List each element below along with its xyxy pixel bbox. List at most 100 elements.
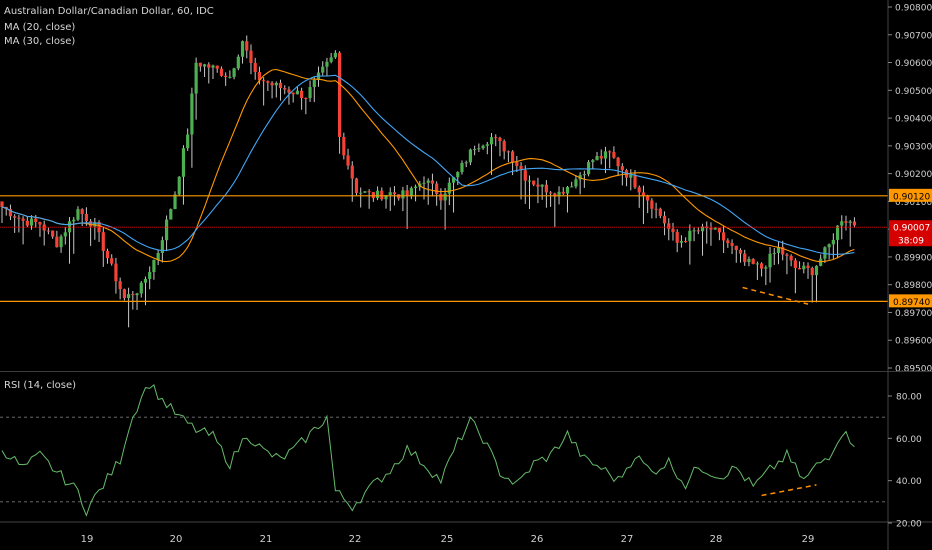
candle-body [435,183,439,194]
rsi-legend: RSI (14, close) [4,380,77,391]
time-tick-label: 29 [802,534,815,545]
candle-body [760,263,764,269]
candle-body [443,193,447,201]
price-levels [0,195,888,305]
price-moving-averages [1,68,855,263]
candle-body [21,218,25,221]
candle-body [599,156,603,159]
candle-body [338,52,342,137]
candle-body [747,259,751,263]
candle-body [118,281,122,290]
candle-body [325,61,329,67]
candle-body [215,65,219,69]
candle-body [413,186,418,189]
candle-body [722,232,726,241]
candle-body [713,228,717,230]
rsi-tick-label: 20.00 [896,520,922,530]
candle-body [848,221,852,223]
candle-body [342,136,346,156]
candle-body [797,268,802,270]
candle-body [726,240,730,244]
candle-body [789,255,793,261]
candle-body [329,57,333,62]
level-label-box [889,188,932,202]
candle-body [105,250,110,259]
candle-body [367,191,371,193]
candle-body [249,50,253,63]
candle-body [202,64,207,67]
candle-body [844,221,848,223]
candle-body [439,193,443,201]
candle-body [544,184,548,193]
candle-body [688,230,692,242]
candle-body [785,254,789,256]
candle-body [388,192,392,196]
candle-body [629,174,633,178]
time-tick-label: 25 [441,534,454,545]
candle-body [186,134,190,149]
candle-body [616,157,620,167]
price-tick-label: 0.90700 [895,31,932,41]
candle-body [827,244,831,248]
rsi-tick-label: 60.00 [896,435,922,445]
candle-body [709,228,713,230]
price-tick-label: 0.90300 [895,142,932,152]
candle-body [350,165,354,179]
candle-body [59,236,63,248]
candle-body [304,98,308,100]
candle-body [781,247,785,255]
candle-body [637,187,641,193]
candle-body [675,232,679,243]
candle-body [696,230,700,232]
current-price-label: 0.90007 [893,224,930,234]
candle-body [667,223,671,229]
candle-body [519,166,523,171]
candle-body [481,145,485,149]
candle-body [300,90,304,99]
candle-body [29,218,34,226]
chart-title: Australian Dollar/Canadian Dollar, 60, I… [4,6,214,17]
time-tick-label: 26 [531,534,544,545]
price-tick-label: 0.90600 [895,59,932,69]
candle-body [456,172,460,178]
candle-body [654,208,658,210]
candle-body [515,162,519,167]
candle-body [430,180,435,184]
candle-body [405,190,409,197]
candle-body [194,62,198,94]
candle-body [536,184,540,187]
candle-body [384,195,388,200]
price-tick-label: 0.89700 [895,309,932,319]
candle-body [34,218,38,223]
price-tick-label: 0.89500 [895,365,932,375]
candle-body [114,263,118,282]
candle-body [553,193,557,197]
candle-body [451,177,456,183]
candle-body [477,148,481,150]
candle-body [422,182,426,184]
countdown-label: 38:09 [898,237,924,247]
candle-body [80,209,84,215]
candle-body [245,41,249,51]
candle-body [561,191,565,194]
candle-body [498,137,502,142]
ma30-legend: MA (30, close) [4,36,76,47]
candle-body [51,230,55,237]
rsi-tick-label: 40.00 [896,477,922,487]
candle-body [831,239,835,245]
candle-body [354,178,359,194]
candle-body [658,208,662,216]
candle-body [139,282,143,294]
candle-body [207,64,211,68]
candle-body [266,81,270,83]
candle-body [751,259,755,264]
candle-body [278,82,283,89]
candle-body [131,294,135,296]
rsi-trendline-annotation [761,484,817,497]
candle-body [346,155,350,166]
candle-body [772,252,776,254]
candle-body [84,214,88,222]
candle-body [717,228,721,233]
candle-body [835,225,840,240]
